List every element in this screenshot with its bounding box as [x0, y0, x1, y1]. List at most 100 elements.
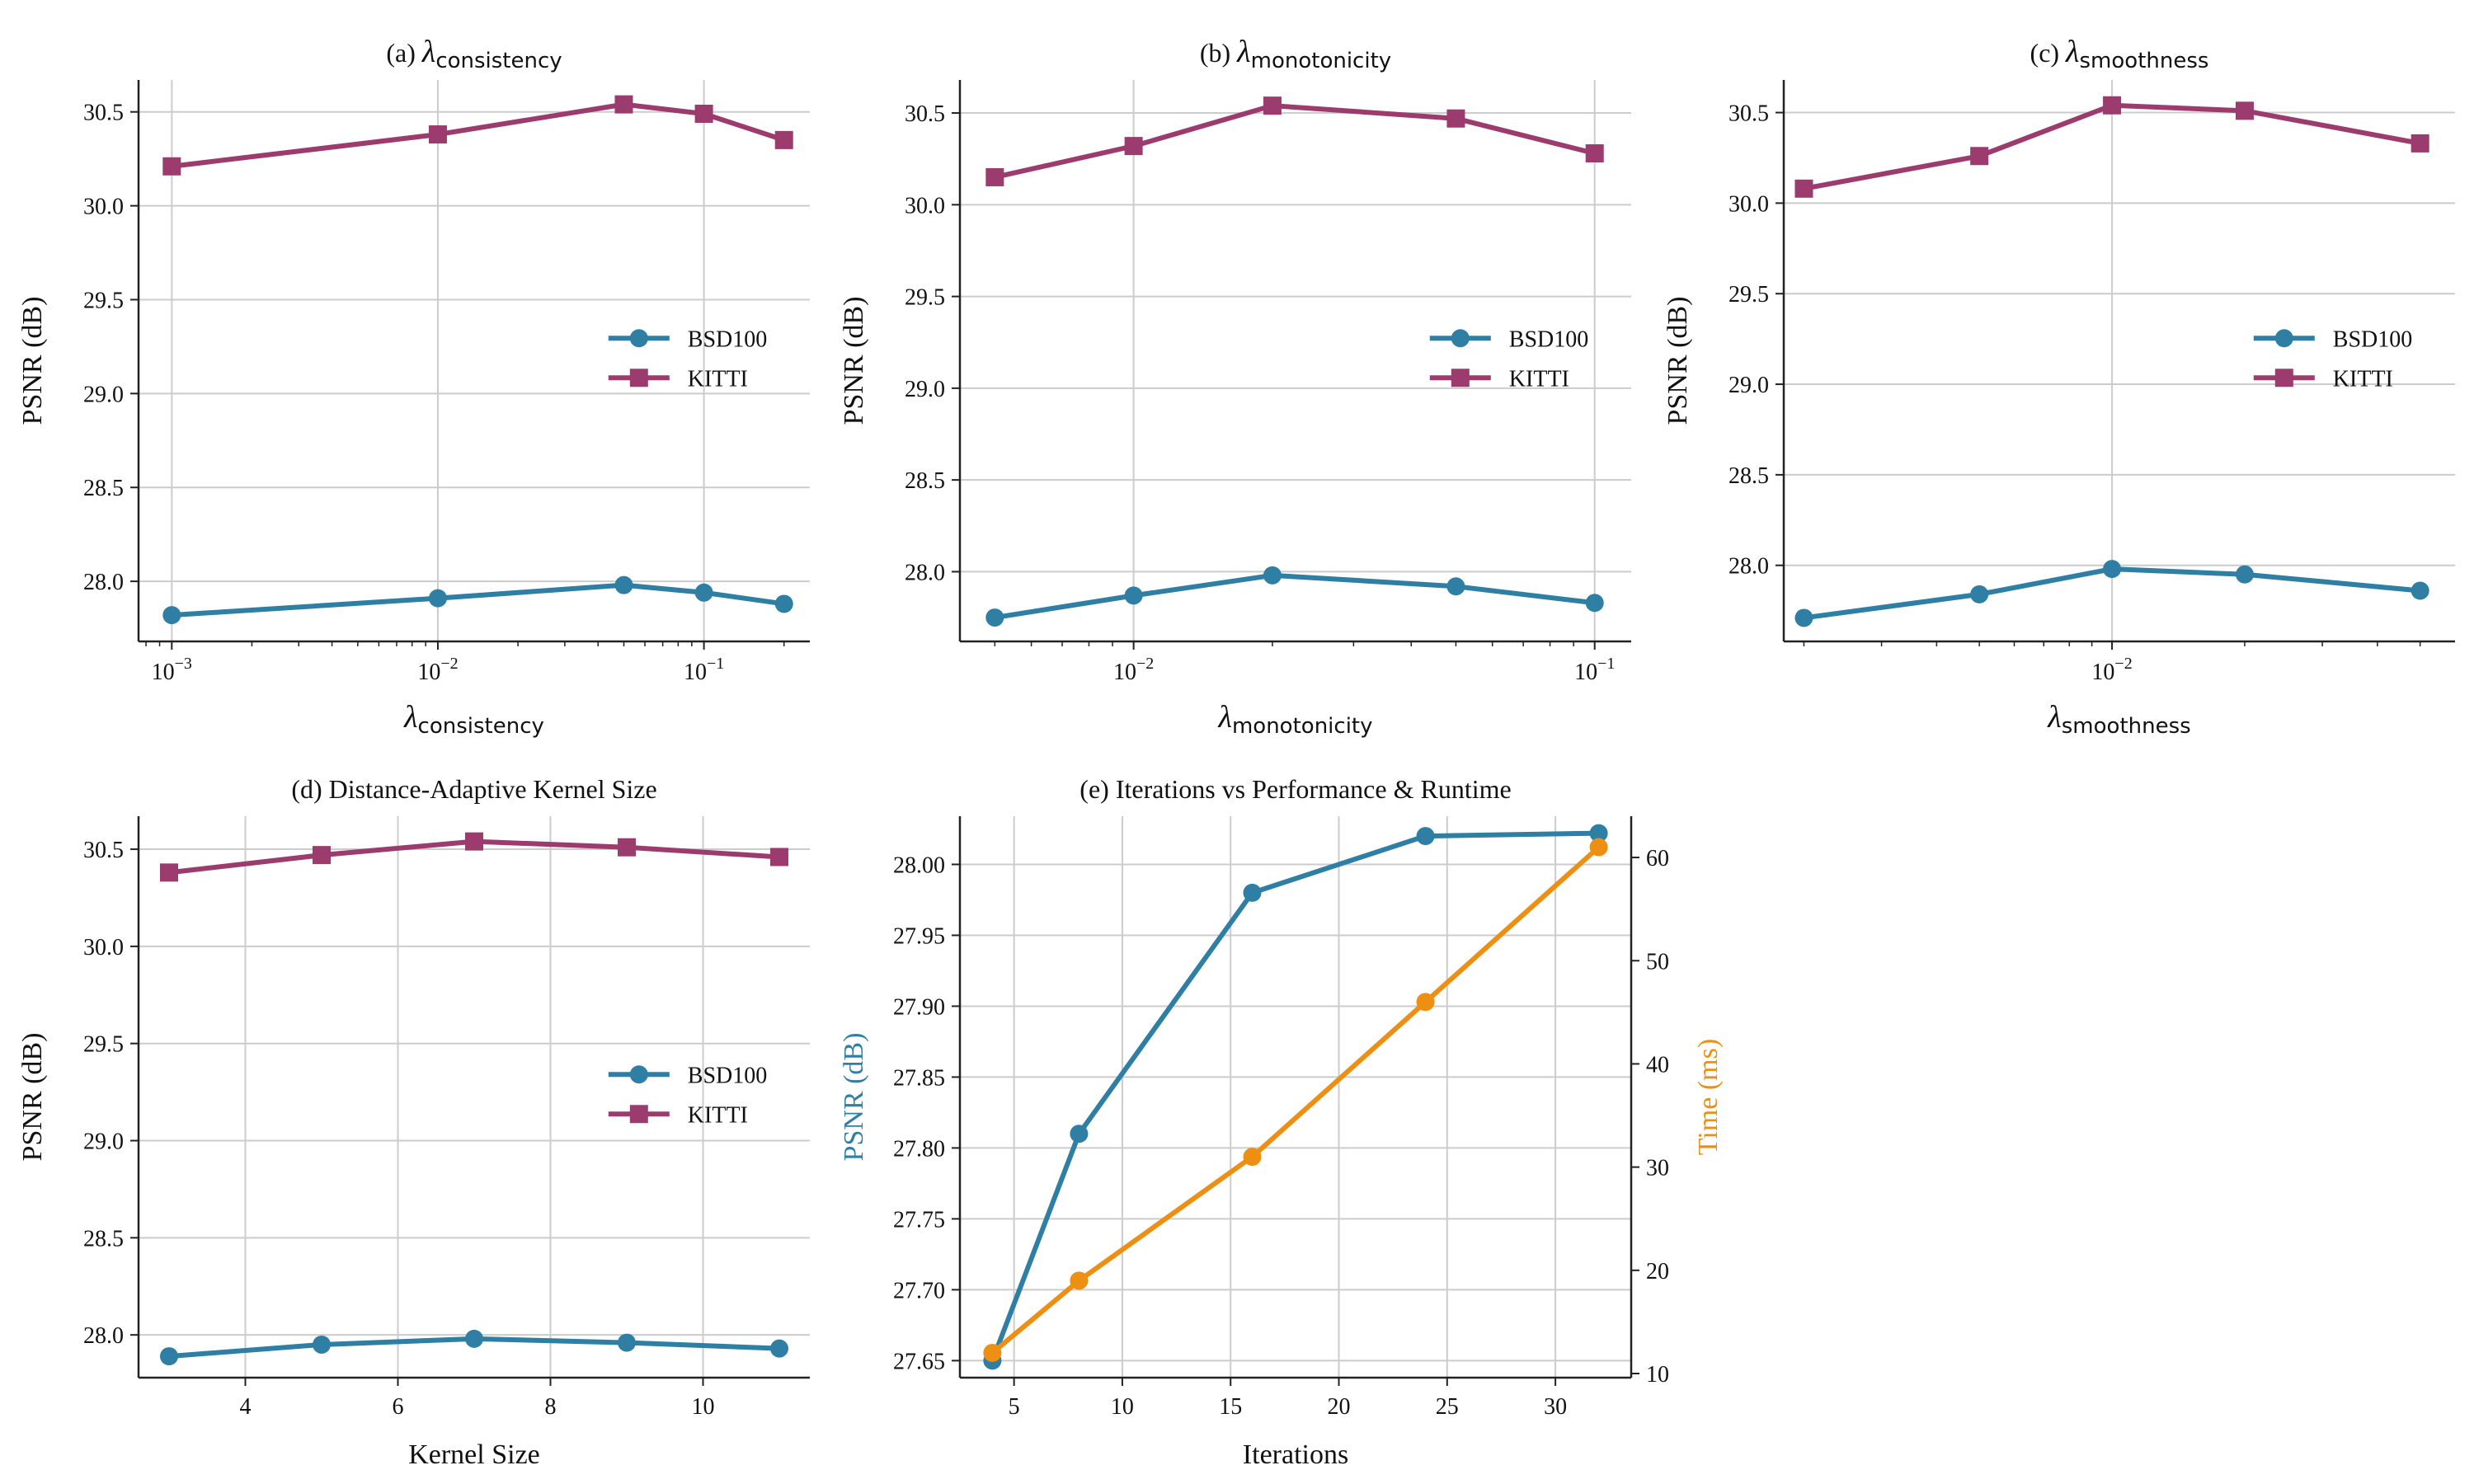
data-point-bsd100	[1794, 608, 1813, 627]
data-point-bsd100	[614, 575, 633, 594]
right-y-tick-label: 40	[1646, 1052, 1669, 1078]
x-tick-label: 5	[1009, 1394, 1020, 1420]
y-tick-label: 27.95	[893, 923, 945, 949]
x-tick-label: 10−2	[1113, 655, 1154, 685]
y-tick-label: 29.0	[83, 1129, 124, 1155]
data-point-bsd100	[770, 1339, 788, 1358]
data-point-kitti	[770, 848, 788, 866]
y-tick-label: 29.5	[83, 1032, 124, 1058]
panel-title: (d) Distance-Adaptive Kernel Size	[291, 774, 656, 804]
data-point-bsd100	[618, 1333, 636, 1352]
series-line-kitti	[994, 103, 1596, 180]
x-axis-label: Iterations	[1243, 1439, 1348, 1470]
y-tick-label: 30.0	[1729, 191, 1769, 217]
data-point-bsd100	[1970, 585, 1989, 603]
right-y-tick-label: 20	[1646, 1259, 1669, 1284]
x-tick-label: 25	[1436, 1394, 1459, 1420]
data-point-time	[983, 1343, 1002, 1362]
data-point-kitti	[618, 838, 636, 857]
x-axis-label: Kernel Size	[408, 1439, 540, 1470]
data-point-bsd100	[465, 1329, 483, 1348]
legend-label: KITTI	[688, 1102, 748, 1128]
y-axis-label: PSNR (dB)	[17, 297, 48, 425]
x-tick-label: 10	[692, 1394, 715, 1420]
legend-marker	[629, 369, 648, 387]
x-axis-label: λmonotonicity	[1218, 700, 1373, 739]
y-tick-label: 27.75	[893, 1207, 945, 1233]
x-tick-label: 10−2	[417, 655, 458, 685]
legend-marker	[2274, 329, 2293, 348]
y-axis-label: PSNR (dB)	[839, 297, 869, 425]
panel-c: 10−2 28.0 28.5 29.0 29.5 30.0 30.5 (c) λsmoothn…	[1663, 35, 2455, 739]
y-tick-label: 30.5	[1729, 101, 1769, 127]
panel-title: (c) λsmoothness	[2030, 35, 2209, 73]
data-point-psnr	[1070, 1125, 1089, 1144]
data-point-kitti	[1263, 96, 1282, 115]
right-y-tick-label: 10	[1646, 1362, 1669, 1388]
data-point-bsd100	[2411, 581, 2429, 600]
data-point-kitti	[1970, 147, 1989, 166]
data-point-kitti	[162, 157, 181, 176]
data-point-bsd100	[428, 589, 447, 608]
legend-label: KITTI	[1509, 366, 1569, 392]
data-point-kitti	[160, 863, 178, 882]
panel-e: 5 10 15 20 25 30 27.65 27.70 27.75 27.80 27.85 27.9…	[839, 774, 1724, 1470]
data-point-bsd100	[985, 608, 1004, 627]
x-tick-label: 10−2	[2091, 655, 2132, 685]
y-tick-label: 27.80	[893, 1136, 945, 1162]
y-tick-label: 28.5	[905, 468, 945, 494]
x-tick-label: 15	[1219, 1394, 1242, 1420]
x-tick-label: 6	[393, 1394, 404, 1420]
legend-label: BSD100	[1509, 326, 1588, 352]
y-axis-label: PSNR (dB)	[1663, 297, 1693, 425]
x-tick-label: 10−1	[1574, 655, 1615, 685]
y-axis-label: PSNR (dB)	[17, 1033, 48, 1162]
data-point-bsd100	[1446, 577, 1465, 596]
data-point-kitti	[428, 125, 447, 144]
data-point-kitti	[1124, 137, 1143, 156]
data-point-kitti	[2103, 96, 2122, 115]
x-tick-label: 8	[545, 1394, 557, 1420]
y-tick-label: 30.0	[83, 935, 124, 960]
panel-d: 4 6 8 10 28.0 28.5 29.0 29.5 30.0 30.5 (d) Distanc…	[17, 774, 810, 1470]
legend-marker	[2274, 369, 2293, 387]
data-point-time	[1416, 993, 1435, 1012]
data-point-psnr	[1416, 827, 1435, 846]
data-point-psnr	[1589, 824, 1608, 843]
data-point-bsd100	[1263, 566, 1282, 585]
y-tick-label: 30.5	[83, 838, 124, 863]
panel-a: 10−3 10−2 10−1 28.0 28.5 29.0 29.5 30.0 30.5 (a) …	[17, 35, 810, 739]
y-tick-label: 29.5	[1729, 282, 1769, 308]
data-point-bsd100	[162, 606, 181, 625]
data-point-kitti	[985, 167, 1004, 186]
legend-label: KITTI	[688, 366, 748, 392]
y-tick-label: 27.70	[893, 1278, 945, 1303]
y-tick-label: 30.5	[905, 101, 945, 127]
y-tick-label: 28.0	[83, 1323, 124, 1349]
panel-title: (a) λconsistency	[386, 35, 562, 73]
x-tick-label: 10−3	[152, 655, 192, 685]
panel-b: 10−2 10−1 28.0 28.5 29.0 29.5 30.0 30.5 (b) λmon…	[839, 35, 1631, 739]
data-point-time	[1070, 1271, 1089, 1290]
y-tick-label: 28.5	[83, 476, 124, 501]
series-line-bsd100	[172, 582, 785, 618]
legend-marker	[1451, 369, 1470, 387]
y-tick-label: 27.65	[893, 1349, 945, 1374]
data-point-kitti	[465, 832, 483, 851]
data-point-kitti	[694, 104, 713, 123]
y-tick-label: 29.0	[1729, 373, 1769, 398]
data-point-kitti	[1585, 144, 1604, 163]
panel-title: (e) Iterations vs Performance & Runtime	[1079, 774, 1511, 804]
y-tick-label: 30.0	[83, 195, 124, 220]
y-tick-label: 29.5	[905, 285, 945, 311]
series-line-kitti	[171, 101, 785, 169]
data-point-bsd100	[774, 594, 793, 613]
legend-marker	[629, 1065, 648, 1084]
y-axis-label: PSNR (dB)	[839, 1033, 869, 1162]
data-point-psnr	[1243, 883, 1262, 902]
y-tick-label: 28.5	[83, 1226, 124, 1252]
data-point-kitti	[1794, 179, 1813, 198]
x-tick-label: 10−1	[684, 655, 724, 685]
x-tick-label: 30	[1544, 1394, 1567, 1420]
data-point-kitti	[313, 846, 331, 865]
